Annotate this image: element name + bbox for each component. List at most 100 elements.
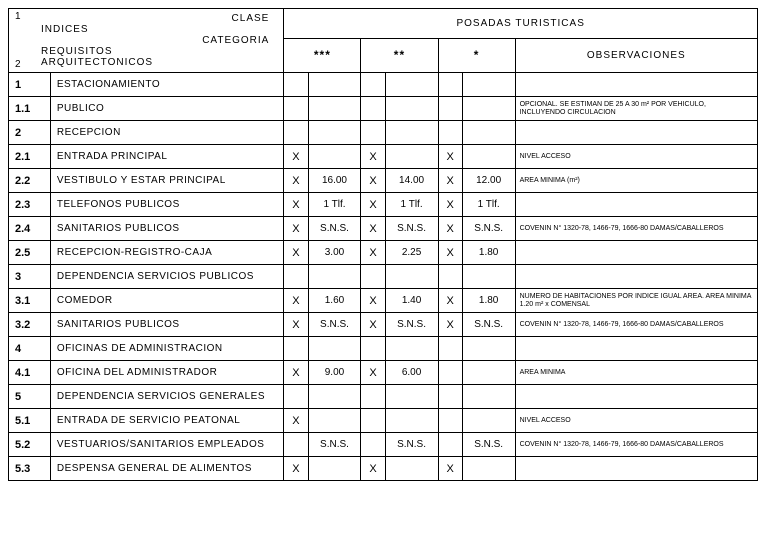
x3-cell	[284, 385, 308, 409]
name-cell: ESTACIONAMIENTO	[50, 73, 284, 97]
v1-cell: 1.80	[462, 289, 515, 313]
name-cell: OFICINA DEL ADMINISTRADOR	[50, 361, 284, 385]
x3-cell	[284, 337, 308, 361]
x3-cell: X	[284, 145, 308, 169]
obs-cell	[515, 193, 757, 217]
index-cell: 5.2	[9, 433, 51, 457]
x3-cell: X	[284, 409, 308, 433]
v2-cell: 2.25	[385, 241, 438, 265]
x3-cell: X	[284, 241, 308, 265]
table-row: 4.1OFICINA DEL ADMINISTRADORX9.00X6.00AR…	[9, 361, 758, 385]
index-cell: 4.1	[9, 361, 51, 385]
name-cell: TELEFONOS PUBLICOS	[50, 193, 284, 217]
table-row: 2.4SANITARIOS PUBLICOSXS.N.S.XS.N.S.XS.N…	[9, 217, 758, 241]
name-cell: VESTIBULO Y ESTAR PRINCIPAL	[50, 169, 284, 193]
v1-cell	[462, 337, 515, 361]
x1-cell	[438, 433, 462, 457]
table-row: 2.1ENTRADA PRINCIPALXXXNIVEL ACCESO	[9, 145, 758, 169]
x1-cell: X	[438, 313, 462, 337]
x2-cell: X	[361, 145, 385, 169]
v2-cell: 1 Tlf.	[385, 193, 438, 217]
v2-cell	[385, 337, 438, 361]
v2-cell: 1.40	[385, 289, 438, 313]
x2-cell: X	[361, 241, 385, 265]
v1-cell	[462, 457, 515, 481]
obs-cell: NIVEL ACCESO	[515, 409, 757, 433]
v3-cell: 1.60	[308, 289, 361, 313]
v1-cell	[462, 73, 515, 97]
v1-cell	[462, 361, 515, 385]
x2-cell	[361, 409, 385, 433]
v3-cell	[308, 409, 361, 433]
v3-cell	[308, 457, 361, 481]
index-cell: 3.1	[9, 289, 51, 313]
v3-cell: 3.00	[308, 241, 361, 265]
v3-cell: 9.00	[308, 361, 361, 385]
table-row: 2.3TELEFONOS PUBLICOSX1 Tlf.X1 Tlf.X1 Tl…	[9, 193, 758, 217]
index-cell: 1.1	[9, 97, 51, 121]
index-cell: 2.5	[9, 241, 51, 265]
name-cell: PUBLICO	[50, 97, 284, 121]
v1-cell: 1 Tlf.	[462, 193, 515, 217]
index-cell: 2	[9, 121, 51, 145]
index-cell: 1	[9, 73, 51, 97]
posadas-table: 1 2 CLASE INDICES CATEGORIA REQUISITOS A…	[8, 8, 758, 481]
table-row: 3DEPENDENCIA SERVICIOS PUBLICOS	[9, 265, 758, 289]
v1-cell	[462, 97, 515, 121]
table-row: 3.2SANITARIOS PUBLICOSXS.N.S.XS.N.S.XS.N…	[9, 313, 758, 337]
v2-cell: S.N.S.	[385, 433, 438, 457]
x2-cell: X	[361, 457, 385, 481]
v3-cell	[308, 385, 361, 409]
x3-cell: X	[284, 193, 308, 217]
obs-cell	[515, 241, 757, 265]
v3-cell	[308, 73, 361, 97]
header-2-stars: **	[361, 38, 438, 72]
name-cell: VESTUARIOS/SANITARIOS EMPLEADOS	[50, 433, 284, 457]
v3-cell: S.N.S.	[308, 433, 361, 457]
x3-cell: X	[284, 361, 308, 385]
index-cell: 3	[9, 265, 51, 289]
label-clase: CLASE	[41, 13, 277, 24]
v3-cell	[308, 337, 361, 361]
v3-cell	[308, 121, 361, 145]
table-row: 1ESTACIONAMIENTO	[9, 73, 758, 97]
table-row: 5DEPENDENCIA SERVICIOS GENERALES	[9, 385, 758, 409]
v1-cell: 1.80	[462, 241, 515, 265]
index-cell: 5	[9, 385, 51, 409]
v2-cell	[385, 97, 438, 121]
obs-cell: COVENIN N° 1320-78, 1466-79, 1666-80 DAM…	[515, 217, 757, 241]
name-cell: OFICINAS DE ADMINISTRACION	[50, 337, 284, 361]
header-observaciones: OBSERVACIONES	[515, 38, 757, 72]
index-cell: 2.2	[9, 169, 51, 193]
table-body: 1ESTACIONAMIENTO1.1PUBLICOOPCIONAL. SE E…	[9, 73, 758, 481]
x3-cell: X	[284, 289, 308, 313]
x2-cell	[361, 121, 385, 145]
label-indices: INDICES	[41, 24, 277, 35]
v2-cell	[385, 265, 438, 289]
x2-cell: X	[361, 361, 385, 385]
obs-cell: NUMERO DE HABITACIONES POR INDICE IGUAL …	[515, 289, 757, 313]
v2-cell	[385, 385, 438, 409]
x1-cell	[438, 385, 462, 409]
v2-cell: S.N.S.	[385, 313, 438, 337]
label-requisitos: REQUISITOS	[41, 46, 277, 57]
index-cell: 2.1	[9, 145, 51, 169]
x1-cell	[438, 97, 462, 121]
header-main-title: POSADAS TURISTICAS	[284, 9, 758, 39]
x2-cell	[361, 433, 385, 457]
x1-cell	[438, 409, 462, 433]
x2-cell: X	[361, 289, 385, 313]
name-cell: RECEPCION	[50, 121, 284, 145]
v2-cell: 14.00	[385, 169, 438, 193]
obs-cell: AREA MINIMA (m²)	[515, 169, 757, 193]
v1-cell	[462, 121, 515, 145]
name-cell: SANITARIOS PUBLICOS	[50, 217, 284, 241]
index-cell: 4	[9, 337, 51, 361]
obs-cell: NIVEL ACCESO	[515, 145, 757, 169]
x1-cell: X	[438, 145, 462, 169]
v1-cell: S.N.S.	[462, 313, 515, 337]
header-indices-cell: 1 2 CLASE INDICES CATEGORIA REQUISITOS A…	[9, 9, 284, 73]
v1-cell	[462, 409, 515, 433]
index-cell: 2.3	[9, 193, 51, 217]
x2-cell	[361, 97, 385, 121]
